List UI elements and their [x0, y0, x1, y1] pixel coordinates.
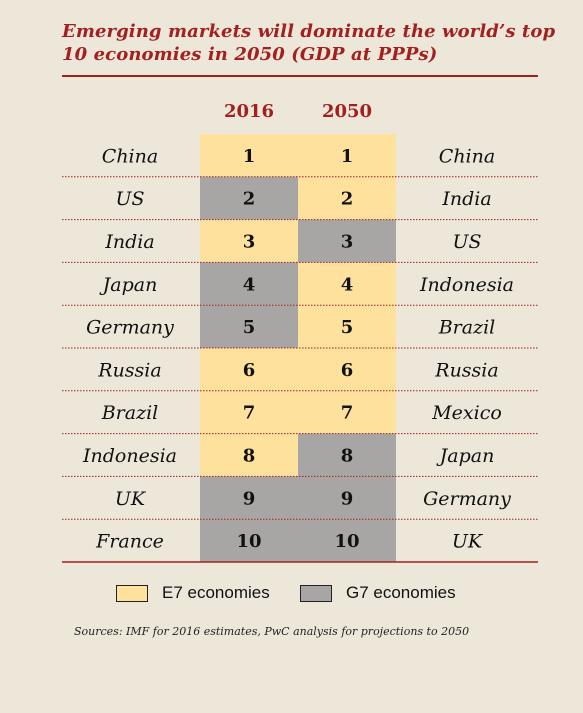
- legend-g7: G7 economies: [300, 583, 456, 603]
- country-2016-rank-1: China: [102, 145, 158, 167]
- chart-title: Emerging markets will dominate the world…: [62, 21, 556, 65]
- country-2050-rank-4: Indonesia: [419, 274, 514, 296]
- rank-2016-4: 4: [243, 274, 256, 295]
- rank-2050-3: 3: [341, 232, 354, 253]
- cell-2016-rank-7: [200, 390, 298, 434]
- country-2016-rank-5: Germany: [86, 317, 174, 339]
- rank-2050-6: 6: [341, 360, 354, 381]
- country-2050-rank-7: Mexico: [431, 402, 502, 424]
- legend-e7: E7 economies: [116, 583, 270, 603]
- country-2016-rank-8: Indonesia: [82, 445, 177, 467]
- rank-2050-4: 4: [341, 274, 354, 295]
- country-2050-rank-5: Brazil: [438, 317, 496, 339]
- cell-2050-rank-1: [298, 134, 396, 177]
- rank-2050-9: 9: [341, 488, 354, 509]
- country-2050-rank-6: Russia: [434, 359, 498, 381]
- rank-2016-8: 8: [243, 446, 256, 467]
- rank-2016-7: 7: [243, 403, 256, 424]
- column-header-2016: 2016: [223, 101, 275, 122]
- rank-2050-8: 8: [341, 446, 354, 467]
- cell-2016-rank-3: [200, 219, 298, 263]
- rank-2016-9: 9: [243, 488, 256, 509]
- rank-2050-1: 1: [341, 146, 354, 167]
- legend-label-e7: E7 economies: [162, 583, 270, 602]
- cell-2050-rank-3: [298, 219, 396, 263]
- column-header-2050: 2050: [321, 101, 373, 122]
- rank-2016-10: 10: [236, 531, 261, 552]
- legend-swatch-e7: [116, 584, 148, 602]
- source-note: Sources: IMF for 2016 estimates, PwC ana…: [74, 625, 470, 638]
- country-2050-rank-2: India: [441, 188, 491, 210]
- cell-2016-rank-9: [200, 476, 298, 520]
- rank-2016-5: 5: [243, 317, 256, 338]
- country-2050-rank-10: UK: [452, 531, 484, 553]
- cell-2050-rank-10: [298, 519, 396, 562]
- cell-2016-rank-6: [200, 348, 298, 391]
- rank-2016-2: 2: [243, 189, 256, 210]
- cell-2016-rank-8: [200, 433, 298, 477]
- cell-2050-rank-4: [298, 262, 396, 306]
- country-2050-rank-3: US: [452, 231, 481, 253]
- rank-2050-7: 7: [341, 403, 354, 424]
- country-2016-rank-9: UK: [115, 488, 147, 510]
- country-2016-rank-6: Russia: [97, 359, 161, 381]
- country-2050-rank-8: Japan: [436, 445, 495, 467]
- cell-2016-rank-10: [200, 519, 298, 562]
- rank-2050-5: 5: [341, 317, 354, 338]
- rank-2050-2: 2: [341, 189, 354, 210]
- country-2016-rank-10: France: [95, 531, 164, 553]
- cell-2050-rank-8: [298, 433, 396, 477]
- country-2016-rank-4: Japan: [99, 274, 158, 296]
- title-divider: [62, 75, 538, 77]
- cell-2016-rank-4: [200, 262, 298, 306]
- rank-2016-6: 6: [243, 360, 256, 381]
- cell-2050-rank-6: [298, 348, 396, 391]
- cell-2050-rank-5: [298, 305, 396, 348]
- cell-2016-rank-1: [200, 134, 298, 177]
- cell-2050-rank-7: [298, 390, 396, 434]
- cell-2016-rank-5: [200, 305, 298, 348]
- country-2016-rank-2: US: [115, 188, 144, 210]
- rank-2016-3: 3: [243, 232, 256, 253]
- rank-2050-10: 10: [334, 531, 359, 552]
- legend-label-g7: G7 economies: [346, 583, 456, 602]
- cell-2050-rank-2: [298, 176, 396, 220]
- country-2016-rank-3: India: [104, 231, 154, 253]
- cell-2050-rank-9: [298, 476, 396, 520]
- rank-2016-1: 1: [243, 146, 256, 167]
- country-2050-rank-1: China: [439, 145, 495, 167]
- country-2016-rank-7: Brazil: [101, 402, 159, 424]
- legend-swatch-g7: [300, 584, 332, 602]
- cell-2016-rank-2: [200, 176, 298, 220]
- country-2050-rank-9: Germany: [423, 488, 511, 510]
